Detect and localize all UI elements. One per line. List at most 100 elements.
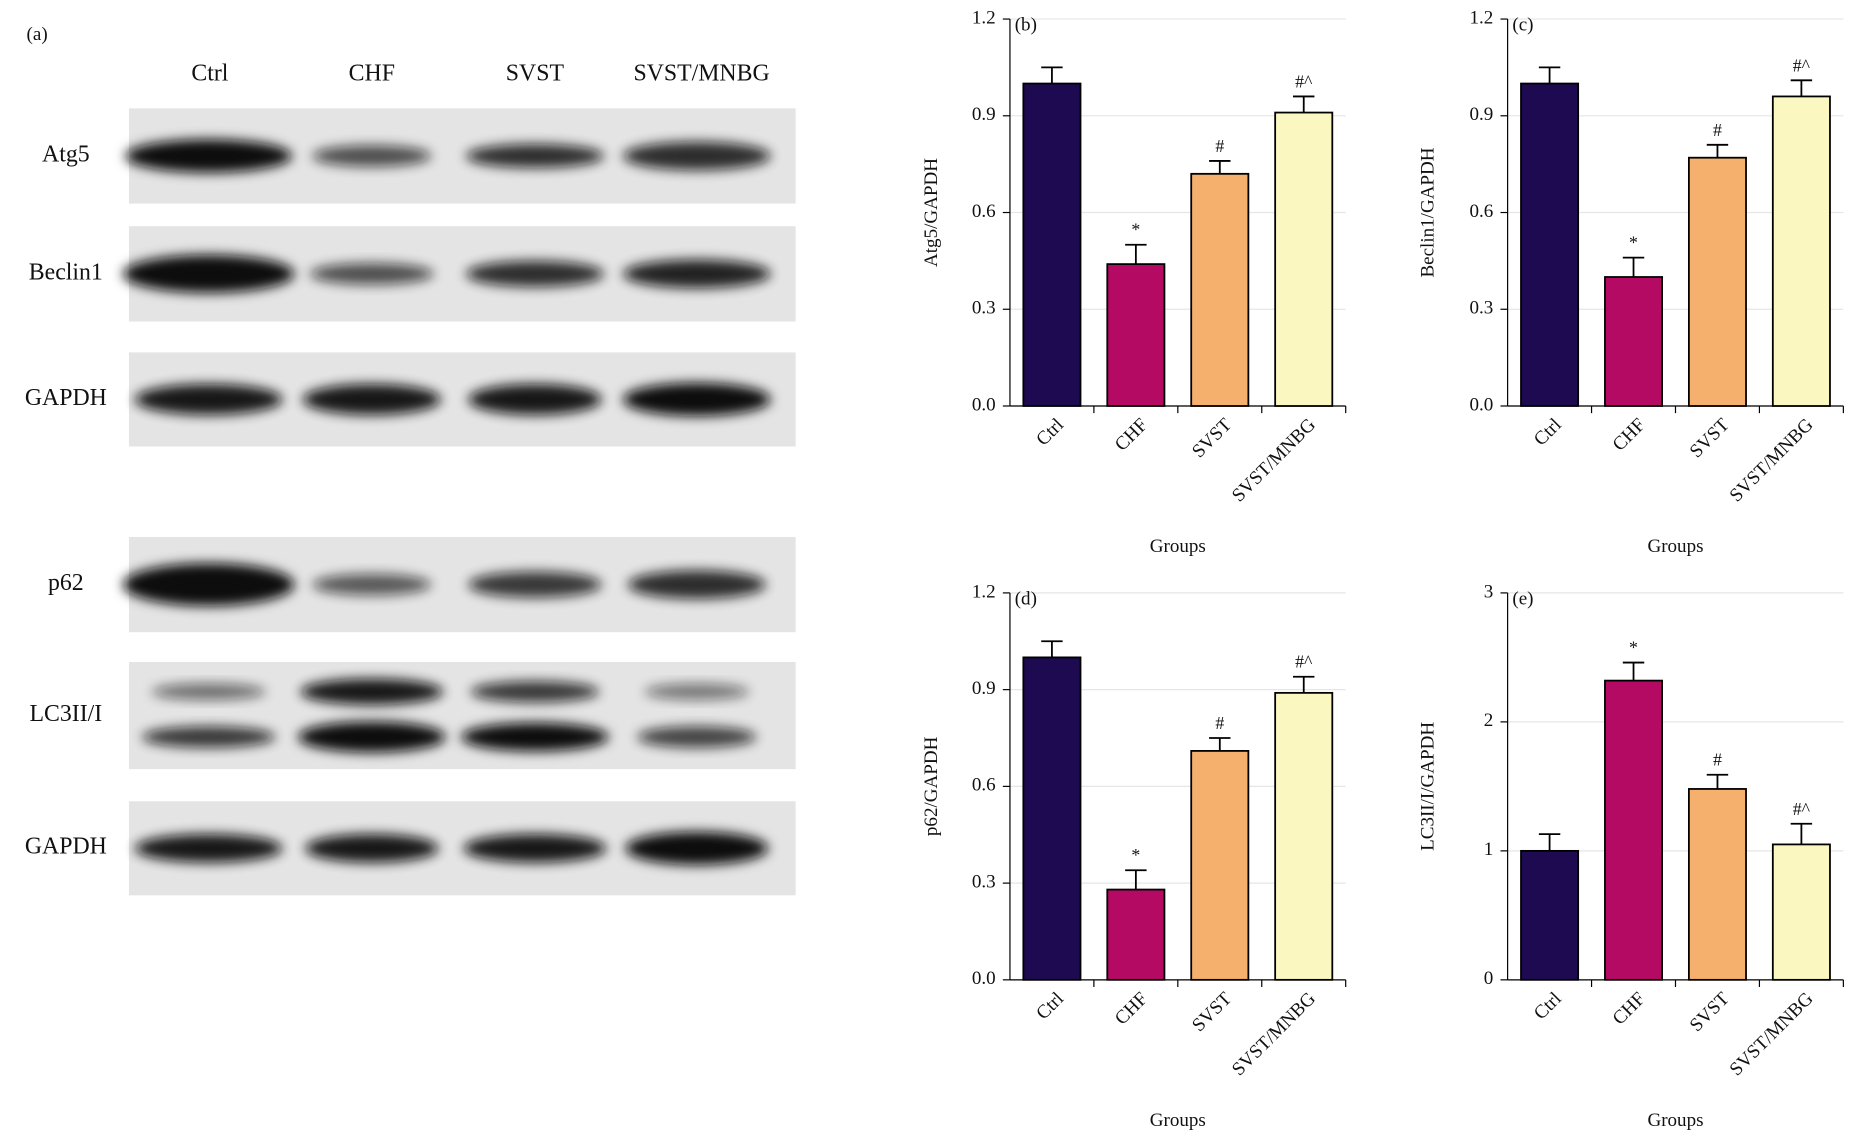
blot-band (122, 563, 295, 607)
blot-band (309, 263, 434, 285)
panel-label: (b) (1015, 15, 1037, 36)
x-tick-label: CHF (1111, 988, 1152, 1029)
blot-band (312, 145, 432, 167)
y-tick-label: 0.6 (972, 201, 996, 222)
panel-label: (e) (1512, 588, 1533, 609)
blot-band (625, 831, 769, 865)
significance-label: #^ (1295, 652, 1313, 672)
blot-band (465, 260, 604, 287)
bar (1687, 788, 1747, 981)
blot-band (463, 833, 607, 863)
x-tick-label: SVST (1188, 414, 1236, 462)
row-label: GAPDH (25, 834, 107, 860)
bar (1106, 263, 1166, 407)
x-tick-label: Ctrl (1530, 988, 1566, 1024)
y-tick-label: 0.9 (972, 678, 996, 699)
significance-label: * (1131, 220, 1140, 240)
significance-label: * (1629, 638, 1638, 658)
x-tick-label: SVST (1686, 988, 1734, 1036)
significance-label: #^ (1793, 799, 1811, 819)
x-axis-label: Groups (1150, 1110, 1206, 1131)
significance-label: * (1629, 233, 1638, 253)
bar (1604, 276, 1663, 407)
bar (1771, 95, 1831, 407)
panel-label: (a) (27, 24, 48, 45)
lane-label: CHF (349, 60, 395, 86)
bar (1604, 679, 1663, 981)
row-label: Beclin1 (29, 259, 103, 285)
blot-band (468, 383, 602, 415)
blot-band (627, 570, 766, 599)
blot-band (122, 254, 295, 293)
significance-label: * (1131, 845, 1140, 865)
row-label: LC3II/I (29, 701, 102, 727)
y-tick-label: 0.3 (1470, 298, 1494, 319)
y-tick-label: 1.2 (1470, 7, 1494, 28)
bar (1771, 843, 1831, 981)
blot-band (623, 141, 771, 171)
y-tick-label: 0.6 (972, 775, 996, 796)
blot-band (134, 383, 283, 415)
blot-band (461, 722, 609, 752)
blot-band (623, 259, 771, 289)
x-axis-label: Groups (1647, 536, 1703, 557)
y-tick-label: 1.2 (972, 581, 996, 602)
lane-label: SVST/MNBG (633, 60, 769, 86)
blot-band (623, 382, 771, 417)
bar (1520, 82, 1580, 407)
x-tick-label: CHF (1609, 988, 1650, 1029)
blot-band (305, 833, 439, 863)
blot-band (465, 144, 604, 168)
y-tick-label: 1 (1484, 839, 1494, 860)
x-axis-label: Groups (1150, 536, 1206, 557)
y-tick-label: 0.3 (972, 298, 996, 319)
y-tick-label: 0 (1484, 968, 1494, 989)
blot-strip (128, 661, 796, 770)
row-label: GAPDH (25, 385, 107, 411)
bar (1022, 656, 1082, 981)
y-axis-label: Beclin1/GAPDH (1417, 147, 1438, 277)
significance-label: # (1713, 750, 1722, 770)
lane-label: Ctrl (191, 60, 228, 86)
significance-label: #^ (1793, 55, 1811, 75)
bar (1520, 849, 1580, 981)
x-tick-label: Ctrl (1032, 414, 1068, 450)
y-tick-label: 0.9 (1470, 104, 1494, 125)
row-label: p62 (48, 570, 84, 596)
y-axis-label: p62/GAPDH (921, 736, 942, 836)
y-tick-label: 0.6 (1470, 201, 1494, 222)
x-tick-label: Ctrl (1530, 414, 1566, 450)
blot-band (134, 833, 283, 863)
blot-band (468, 571, 602, 598)
y-tick-label: 0.9 (972, 104, 996, 125)
y-tick-label: 2 (1484, 710, 1494, 731)
significance-label: #^ (1295, 71, 1313, 91)
y-tick-label: 1.2 (972, 7, 996, 28)
bar (1106, 888, 1166, 981)
bar (1274, 691, 1334, 981)
bar (1022, 82, 1082, 407)
panel-label: (c) (1512, 15, 1533, 36)
panel-label: (d) (1015, 588, 1037, 609)
x-tick-label: SVST/MNBG (1726, 414, 1818, 506)
y-tick-label: 0.0 (972, 968, 996, 989)
x-tick-label: CHF (1111, 414, 1152, 455)
y-axis-label: LC3II/I/GAPDH (1417, 722, 1438, 851)
x-tick-label: SVST (1188, 988, 1236, 1036)
blot-band (300, 678, 444, 705)
x-tick-label: SVST/MNBG (1726, 988, 1818, 1080)
blot-band (125, 139, 293, 173)
blot-band (637, 726, 757, 748)
x-tick-label: SVST/MNBG (1228, 988, 1320, 1080)
lane-label: SVST (506, 60, 565, 86)
blot-band (470, 681, 600, 703)
significance-label: # (1713, 120, 1722, 140)
x-axis-label: Groups (1647, 1110, 1703, 1131)
blot-band (302, 383, 441, 415)
x-tick-label: Ctrl (1032, 988, 1068, 1024)
blot-band (151, 683, 266, 701)
x-tick-label: SVST/MNBG (1228, 414, 1320, 506)
y-tick-label: 0.3 (972, 871, 996, 892)
bar (1274, 111, 1334, 407)
